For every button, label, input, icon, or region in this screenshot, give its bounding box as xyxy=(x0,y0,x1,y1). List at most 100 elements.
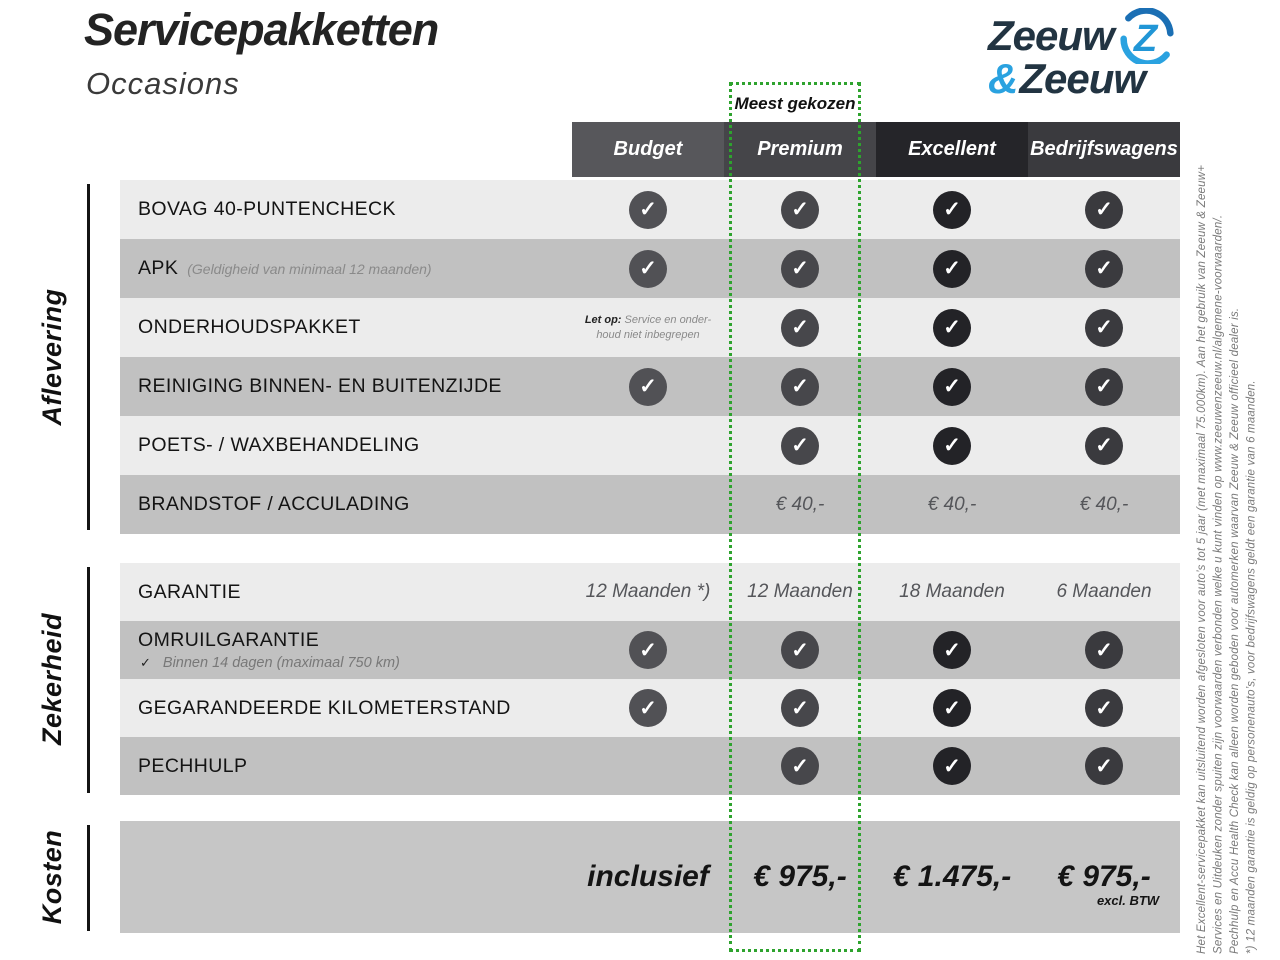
value-cell: ✓ xyxy=(876,737,1028,795)
section-zekerheid-rows: GARANTIE 12 Maanden *) 12 Maanden 18 Maande… xyxy=(120,563,1180,795)
value-cell: ✓ xyxy=(724,679,876,737)
check-icon: ✓ xyxy=(781,249,819,288)
check-icon: ✓ xyxy=(781,367,819,406)
cell-value: € 40,- xyxy=(927,493,977,515)
header-cell-bedrijfswagens: Bedrijfswagens xyxy=(1028,122,1180,177)
check-icon: ✓ xyxy=(1085,747,1123,785)
table-row: BRANDSTOF / ACCULADING € 40,- € 40,- € 40,- xyxy=(120,475,1180,534)
cell-value: 12 Maanden xyxy=(747,581,853,602)
row-label: GARANTIE xyxy=(138,580,241,603)
value-cell: ✓ xyxy=(572,621,724,679)
value-cell: ✓ xyxy=(572,357,724,416)
most-chosen-label: Meest gekozen xyxy=(734,94,856,113)
table-row: APK (Geldigheid van minimaal 12 maanden) ✓… xyxy=(120,239,1180,298)
value-cell: ✓ xyxy=(876,416,1028,475)
value-cell: ✓ xyxy=(1028,298,1180,357)
row-label: POETS- / WAXBEHANDELING xyxy=(138,434,420,456)
kosten-spacer xyxy=(120,821,572,933)
value-cell: ✓ xyxy=(572,180,724,239)
row-label: BRANDSTOF / ACCULADING xyxy=(138,493,410,515)
value-cell: ✓ xyxy=(1028,621,1180,679)
value-cell: ✓ xyxy=(724,737,876,795)
table-row: PECHHULP ✓ ✓ ✓ xyxy=(120,737,1180,795)
section-label-aflevering: Aflevering xyxy=(36,288,67,426)
check-icon: ✓ xyxy=(933,308,971,347)
row-label-cell: OMRUILGARANTIE ✓ Binnen 14 dagen (maximaal… xyxy=(120,621,572,679)
value-cell: Let op: Service en onder-houd niet inbeg… xyxy=(572,298,724,357)
value-cell: € 40,- xyxy=(876,475,1028,534)
section-label-kosten: Kosten xyxy=(36,829,67,925)
cell-value: 18 Maanden xyxy=(899,581,1005,602)
page-subtitle: Occasions xyxy=(86,66,240,101)
cell-value: 6 Maanden xyxy=(1056,581,1152,602)
value-cell: ✓ xyxy=(572,239,724,298)
aflevering-divider-line xyxy=(87,184,90,530)
check-icon: ✓ xyxy=(629,689,667,727)
row-label: REINIGING BINNEN- EN BUITENZIJDE xyxy=(138,375,502,397)
check-icon: ✓ xyxy=(629,631,667,669)
value-cell: ✓ xyxy=(876,679,1028,737)
check-icon: ✓ xyxy=(629,190,667,229)
check-icon: ✓ xyxy=(933,367,971,406)
kosten-value: € 1.475,- xyxy=(892,860,1012,893)
header-cell-excellent: Excellent xyxy=(876,122,1028,177)
row-label: BOVAG 40-PUNTENCHECK xyxy=(138,198,396,220)
row-inline-note: (Geldigheid van minimaal 12 maanden) xyxy=(187,261,432,277)
value-cell: ✓ xyxy=(1028,679,1180,737)
value-cell: ✓ xyxy=(876,239,1028,298)
row-label-cell: BRANDSTOF / ACCULADING xyxy=(120,475,572,534)
value-cell: € 40,- xyxy=(724,475,876,534)
section-aflevering-rows: BOVAG 40-PUNTENCHECK ✓ ✓ ✓ ✓ APK (Geldigheid v… xyxy=(120,180,1180,534)
logo-word-1: Zeeuw xyxy=(988,12,1115,59)
row-label-cell: GARANTIE xyxy=(120,563,572,621)
kosten-cell: inclusief xyxy=(572,821,724,933)
table-row: GEGARANDEERDE KILOMETERSTAND ✓ ✓ ✓ ✓ xyxy=(120,679,1180,737)
check-icon: ✓ xyxy=(781,190,819,229)
section-label-zekerheid: Zekerheid xyxy=(36,612,67,746)
value-cell xyxy=(572,737,724,795)
check-icon: ✓ xyxy=(1085,190,1123,229)
value-cell: ✓ xyxy=(572,679,724,737)
small-check-icon: ✓ xyxy=(140,655,151,670)
table-row: GARANTIE 12 Maanden *) 12 Maanden 18 Maande… xyxy=(120,563,1180,621)
kosten-note: excl. BTW xyxy=(1096,893,1160,908)
check-icon: ✓ xyxy=(781,689,819,727)
table-row: OMRUILGARANTIE ✓ Binnen 14 dagen (maximaal… xyxy=(120,621,1180,679)
footnote-line: Het Excellent-servicepakket kan uitsluit… xyxy=(1196,164,1208,954)
logo-z-swoosh-icon: Z xyxy=(1120,8,1174,64)
row-label-cell: BOVAG 40-PUNTENCHECK xyxy=(120,180,572,239)
check-icon: ✓ xyxy=(933,689,971,727)
cell-value: € 40,- xyxy=(1079,493,1129,515)
logo-ampersand: & xyxy=(988,55,1018,102)
budget-note: Let op: Service en onder-houd niet inbeg… xyxy=(573,313,723,342)
check-icon: ✓ xyxy=(1085,426,1123,465)
kosten-cell: € 975,- excl. BTW xyxy=(1028,821,1180,933)
row-label: GEGARANDEERDE KILOMETERSTAND xyxy=(138,696,511,719)
header-cell-budget: Budget xyxy=(572,122,724,177)
value-cell: 12 Maanden *) xyxy=(572,563,724,621)
value-cell: 6 Maanden xyxy=(1028,563,1180,621)
value-cell: ✓ xyxy=(1028,416,1180,475)
value-cell: ✓ xyxy=(1028,357,1180,416)
footnote-line: Services en Uitdeuken zonder spuiten zij… xyxy=(1212,214,1225,954)
kosten-divider-line xyxy=(87,825,90,931)
row-label-cell: GEGARANDEERDE KILOMETERSTAND xyxy=(120,679,572,737)
value-cell: ✓ xyxy=(1028,737,1180,795)
row-label: APK (Geldigheid van minimaal 12 maanden) xyxy=(138,257,432,279)
row-subnote: ✓ Binnen 14 dagen (maximaal 750 km) xyxy=(140,655,400,671)
logo-word-2: Zeeuw xyxy=(1019,55,1146,102)
value-cell: ✓ xyxy=(1028,239,1180,298)
check-icon: ✓ xyxy=(781,631,819,669)
package-header-row: Budget Premium Excellent Bedrijfswagens xyxy=(572,122,1180,177)
value-cell: ✓ xyxy=(876,298,1028,357)
value-cell: 18 Maanden xyxy=(876,563,1028,621)
cell-value: € 40,- xyxy=(775,493,825,515)
row-label-cell: PECHHULP xyxy=(120,737,572,795)
kosten-value: inclusief xyxy=(587,860,709,893)
check-icon: ✓ xyxy=(1085,249,1123,288)
value-cell xyxy=(572,475,724,534)
row-label: PECHHULP xyxy=(138,754,248,777)
row-label: ONDERHOUDSPAKKET xyxy=(138,316,361,338)
kosten-cell: € 975,- xyxy=(724,821,876,933)
value-cell: ✓ xyxy=(876,621,1028,679)
